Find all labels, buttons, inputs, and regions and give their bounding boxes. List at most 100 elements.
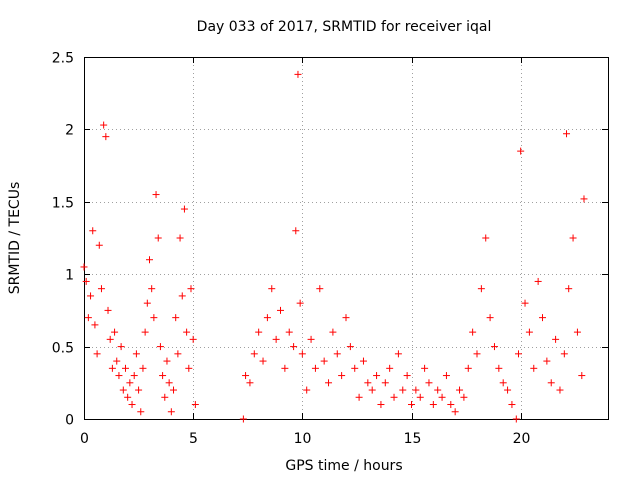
- data-point: [303, 386, 311, 394]
- data-point: [563, 130, 571, 138]
- data-point: [106, 335, 114, 343]
- data-point: [425, 379, 433, 387]
- data-point: [560, 350, 568, 358]
- y-tick-label: 0.5: [52, 341, 74, 357]
- data-point: [119, 386, 127, 394]
- data-point: [93, 350, 101, 358]
- data-point: [486, 314, 494, 322]
- data-point: [473, 350, 481, 358]
- x-tick-label: 0: [80, 431, 89, 447]
- data-point: [359, 357, 367, 365]
- data-point: [514, 350, 522, 358]
- data-point: [150, 314, 158, 322]
- x-tick-label: 5: [189, 431, 198, 447]
- data-point: [121, 364, 129, 372]
- tick-layer: 0 0.5 1 1.5 2 2.5 0 5 10 15 20: [52, 51, 608, 447]
- data-point: [250, 350, 258, 358]
- data-point: [255, 328, 263, 336]
- data-point: [438, 393, 446, 401]
- data-point: [178, 292, 186, 300]
- data-point: [525, 328, 533, 336]
- data-point: [412, 386, 420, 394]
- data-point: [91, 321, 99, 329]
- data-point: [176, 234, 184, 242]
- data-point: [189, 335, 197, 343]
- data-point: [117, 343, 125, 351]
- data-point: [504, 386, 512, 394]
- data-point: [115, 372, 123, 380]
- data-point: [534, 277, 542, 285]
- data-point: [183, 328, 191, 336]
- data-point: [187, 285, 195, 293]
- y-axis-label: SRMTID / TECUs: [7, 182, 23, 295]
- data-point: [239, 415, 247, 423]
- data-point: [460, 393, 468, 401]
- data-point: [578, 372, 586, 380]
- data-point: [364, 379, 372, 387]
- data-point: [429, 401, 437, 409]
- data-point: [517, 147, 525, 155]
- data-point: [156, 343, 164, 351]
- y-tick-label: 1.5: [52, 196, 74, 212]
- data-point: [499, 379, 507, 387]
- data-point: [530, 364, 538, 372]
- data-point: [329, 328, 337, 336]
- data-point: [180, 205, 188, 213]
- data-point: [421, 364, 429, 372]
- x-tick-label: 20: [513, 431, 531, 447]
- data-point: [126, 379, 134, 387]
- data-point: [296, 299, 304, 307]
- data-point: [573, 328, 581, 336]
- data-point: [390, 393, 398, 401]
- data-point: [272, 335, 280, 343]
- data-point: [569, 234, 577, 242]
- data-point: [165, 379, 173, 387]
- data-point: [381, 379, 389, 387]
- data-point: [132, 350, 140, 358]
- data-point: [338, 372, 346, 380]
- data-point: [95, 241, 103, 249]
- data-point: [141, 328, 149, 336]
- data-point: [148, 285, 156, 293]
- data-point: [159, 372, 167, 380]
- y-tick-label: 2: [65, 123, 74, 139]
- data-point: [451, 408, 459, 416]
- data-point: [351, 364, 359, 372]
- data-point: [342, 314, 350, 322]
- data-point: [242, 372, 250, 380]
- data-point: [477, 285, 485, 293]
- data-point: [100, 121, 108, 129]
- x-axis-label: GPS time / hours: [285, 458, 402, 474]
- data-point: [185, 364, 193, 372]
- data-point: [512, 415, 520, 423]
- data-point: [307, 335, 315, 343]
- data-point: [311, 364, 319, 372]
- data-point: [464, 364, 472, 372]
- data-point: [508, 401, 516, 409]
- data-point: [167, 408, 175, 416]
- data-point: [80, 263, 88, 271]
- x-tick-label: 10: [294, 431, 312, 447]
- data-point: [495, 364, 503, 372]
- data-point: [281, 364, 289, 372]
- data-point: [442, 372, 450, 380]
- data-point: [325, 379, 333, 387]
- data-point: [447, 401, 455, 409]
- data-point: [346, 343, 354, 351]
- data-point: [434, 386, 442, 394]
- data-point: [191, 401, 199, 409]
- data-point: [320, 357, 328, 365]
- data-point: [137, 408, 145, 416]
- data-point: [539, 314, 546, 322]
- x-tick-label: 15: [404, 431, 422, 447]
- data-point: [552, 335, 560, 343]
- data-point: [294, 70, 302, 78]
- data-point: [246, 379, 254, 387]
- data-point: [87, 292, 95, 300]
- data-point: [104, 306, 112, 314]
- data-point: [316, 285, 324, 293]
- data-point: [170, 386, 178, 394]
- data-point: [547, 379, 555, 387]
- data-point: [565, 285, 573, 293]
